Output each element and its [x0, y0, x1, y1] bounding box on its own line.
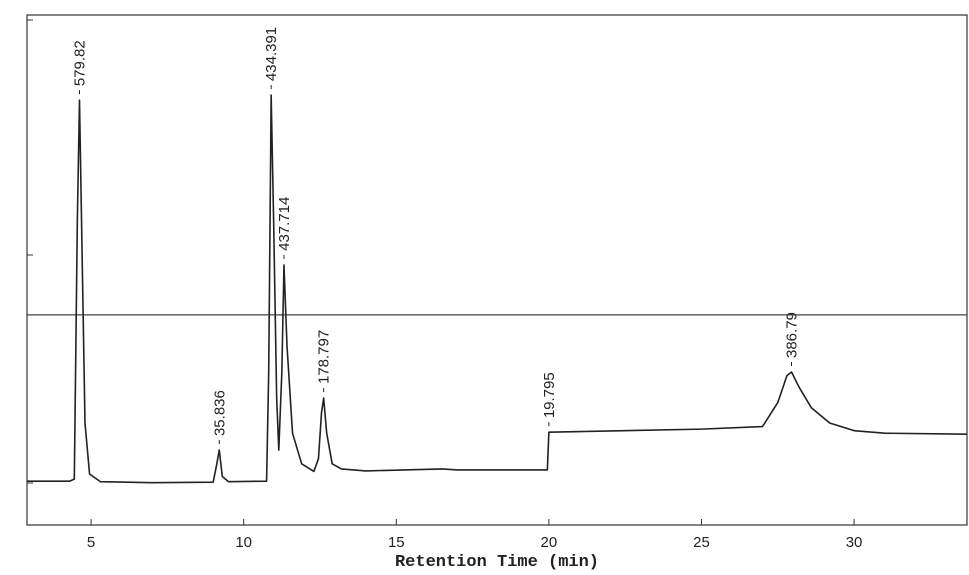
x-tick-label: 20	[541, 534, 558, 551]
x-axis-title: Retention Time (min)	[395, 553, 599, 572]
chromatogram-trace	[27, 94, 968, 484]
peak-label: 579.82	[71, 40, 88, 86]
x-tick-label: 5	[87, 534, 95, 551]
x-tick-label: 25	[693, 534, 710, 551]
peak-label: 437.714	[276, 197, 293, 251]
x-tick-label: 30	[846, 534, 863, 551]
peak-label: 178.797	[316, 330, 333, 384]
peak-label: 386.79	[784, 312, 801, 358]
plot-frame	[26, 14, 968, 526]
peak-label: 434.391	[263, 27, 280, 81]
peak-label: 19.795	[541, 372, 558, 418]
x-tick-label: 15	[388, 534, 405, 551]
x-tick-label: 10	[235, 534, 252, 551]
peak-label: 35.836	[211, 390, 228, 436]
